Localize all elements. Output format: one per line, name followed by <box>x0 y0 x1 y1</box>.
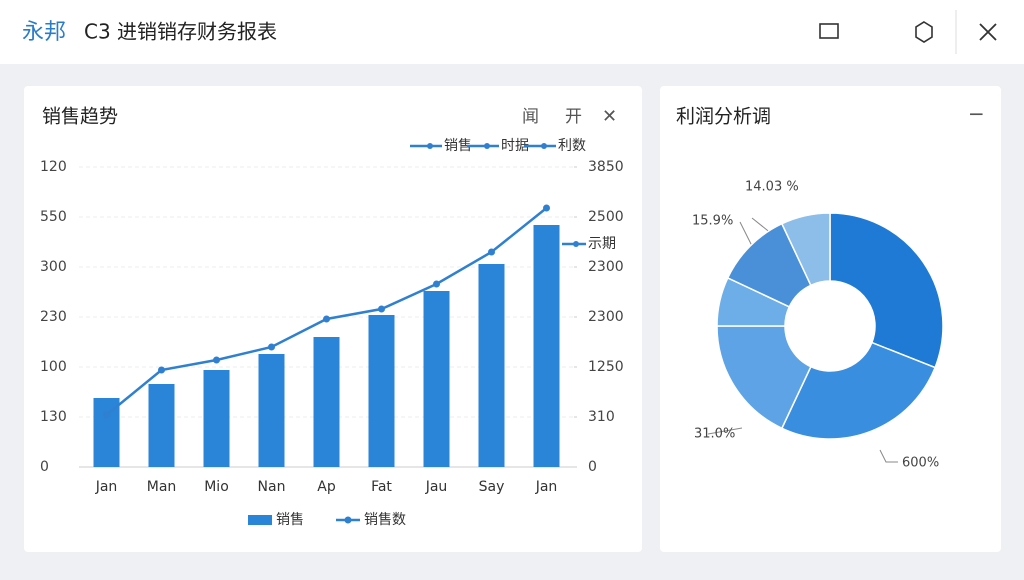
x-tick-label: Nan <box>258 479 286 495</box>
marker <box>103 411 110 419</box>
y-tick-label: 230 <box>40 309 67 325</box>
settings-button[interactable] <box>915 21 933 43</box>
y-tick-label: 120 <box>40 159 67 175</box>
marker <box>268 343 275 351</box>
minimize-button[interactable] <box>819 23 839 39</box>
app-title: C3 进销销存财务报表 <box>84 20 277 44</box>
bar <box>313 337 340 467</box>
brand: 永邦 <box>22 20 66 45</box>
x-tick-label: Jan <box>535 479 558 495</box>
bar <box>258 354 285 467</box>
data-label: 600% <box>902 456 939 471</box>
legend-swatch <box>427 143 433 149</box>
bar <box>423 291 450 467</box>
legend-swatch <box>248 515 272 525</box>
x-tick-label: Say <box>479 479 505 495</box>
pie-slice <box>716 325 812 430</box>
data-label: 31.0% <box>694 427 735 442</box>
panel-control[interactable]: 闻 <box>522 107 539 127</box>
legend-label: 时据 <box>501 138 529 154</box>
x-tick-label: Fat <box>371 479 392 495</box>
y-tick-label: 0 <box>40 459 49 475</box>
panel-title: 销售趋势 <box>42 106 118 128</box>
legend-swatch <box>541 143 547 149</box>
legend-swatch <box>344 516 352 524</box>
pie-slice <box>780 341 937 440</box>
bar <box>368 315 395 467</box>
bar <box>148 384 175 467</box>
y2-tick-label: 1250 <box>588 359 624 375</box>
y-tick-label: 130 <box>40 409 67 425</box>
marker <box>543 204 550 212</box>
x-tick-label: Jan <box>95 479 118 495</box>
x-tick-label: Mio <box>204 479 229 495</box>
pie-slice <box>829 212 944 369</box>
bar <box>203 370 230 467</box>
x-tick-label: Man <box>147 479 177 495</box>
marker <box>213 356 220 364</box>
side-label: 示期 <box>588 236 616 252</box>
data-label: 15.9% <box>692 214 733 229</box>
panel-control[interactable]: ✕ <box>602 106 617 127</box>
panel-title: 利润分析调 <box>676 106 771 128</box>
header-bar <box>0 0 1024 64</box>
panel-control[interactable]: 开 <box>565 107 582 127</box>
data-label: 14.03 % <box>745 180 799 195</box>
x-tick-label: Jau <box>425 479 448 495</box>
y2-tick-label: 3850 <box>588 159 624 175</box>
marker <box>488 248 495 256</box>
pie-slice <box>780 212 831 287</box>
legend-swatch <box>484 143 490 149</box>
marker <box>158 366 165 374</box>
x-tick-label: Ap <box>317 479 336 495</box>
legend-label: 销售数 <box>364 512 406 528</box>
legend-label: 利数 <box>558 138 586 154</box>
y2-tick-label: 310 <box>588 409 615 425</box>
legend-label: 销售 <box>276 512 304 528</box>
panel-control[interactable]: − <box>968 102 985 126</box>
y-tick-label: 100 <box>40 359 67 375</box>
y-tick-label: 550 <box>40 209 67 225</box>
y-tick-label: 300 <box>40 259 67 275</box>
marker <box>433 280 440 288</box>
y2-tick-label: 2300 <box>588 259 624 275</box>
marker <box>323 315 330 323</box>
bar <box>533 225 560 467</box>
y2-tick-label: 0 <box>588 459 597 475</box>
close-button[interactable] <box>979 23 997 41</box>
leader-line <box>707 217 898 463</box>
bar <box>478 264 505 467</box>
marker <box>378 305 385 313</box>
legend-label: 销售 <box>444 138 472 154</box>
panel <box>660 86 1001 552</box>
legend-swatch <box>573 241 579 247</box>
y2-tick-label: 2500 <box>588 209 624 225</box>
y2-tick-label: 2300 <box>588 309 624 325</box>
